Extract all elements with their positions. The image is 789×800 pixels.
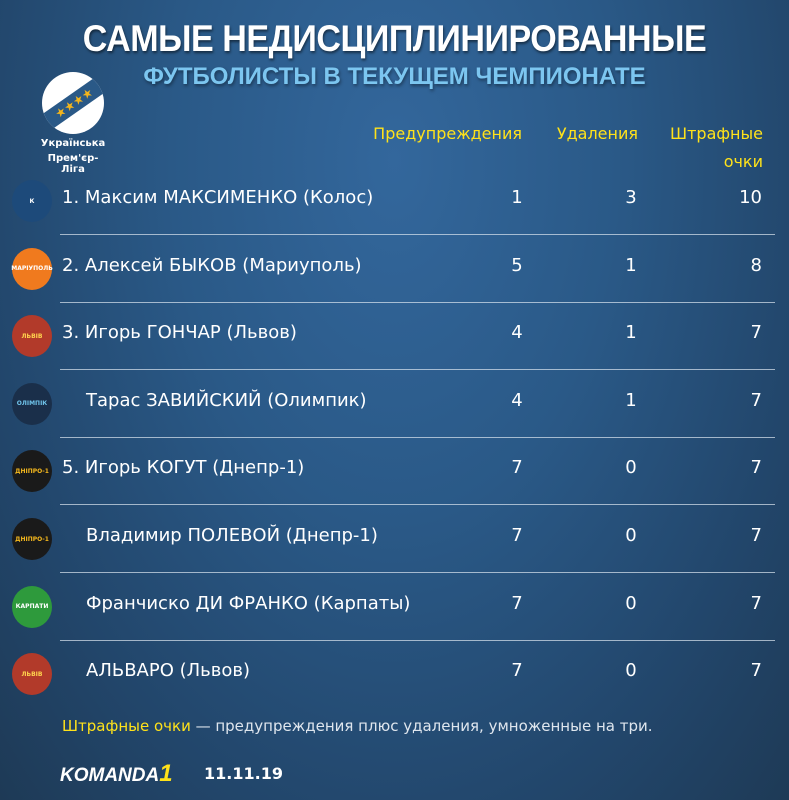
table-row: КАРПАТИ Франчиско ДИ ФРАНКО (Карпаты) 7 … <box>0 573 789 641</box>
penalty-points-value: 7 <box>750 525 762 546</box>
page-subtitle: ФУТБОЛИСТЫ В ТЕКУЩЕМ ЧЕМПИОНАТЕ <box>143 63 646 90</box>
penalty-points-value: 7 <box>750 389 762 411</box>
table-row: ДНІПРО-1 5. Игорь КОГУТ (Днепр-1) 7 0 7 <box>0 437 789 506</box>
penalty-points-value: 10 <box>739 187 762 208</box>
club-crest-icon: ОЛІМПІК <box>12 382 52 425</box>
table-row: ОЛІМПІК Тарас ЗАВИЙСКИЙ (Олимпик) 4 1 7 <box>0 370 789 438</box>
player-name: АЛЬВАРО (Львов) <box>86 660 251 682</box>
footnote-text: — предупреждения плюс удаления, умноженн… <box>190 717 653 735</box>
player-name: Тарас ЗАВИЙСКИЙ (Олимпик) <box>86 389 367 411</box>
red-cards-value: 0 <box>625 525 637 546</box>
header-red-cards: Удаления <box>556 124 638 143</box>
brand-number: 1 <box>159 760 173 787</box>
league-name-line1: Українська <box>40 138 106 149</box>
league-ball-stars-icon: ★★★★ <box>42 72 104 134</box>
red-cards-value: 0 <box>625 592 637 614</box>
red-cards-value: 1 <box>625 322 637 344</box>
row-divider <box>60 234 775 235</box>
header-penalty: Штрафные <box>669 124 763 143</box>
warnings-value: 7 <box>511 457 523 479</box>
player-name: 2. Алексей БЫКОВ (Мариуполь) <box>62 254 362 276</box>
penalty-points-value: 7 <box>750 322 762 344</box>
row-divider <box>60 639 775 641</box>
brand-name: KOMANDA <box>60 765 160 786</box>
footnote: Штрафные очки — предупреждения плюс удал… <box>62 717 653 735</box>
row-divider <box>60 301 775 303</box>
penalty-points-value: 7 <box>750 592 762 614</box>
table-row: ЛЬВІВ АЛЬВАРО (Львов) 7 0 7 <box>0 640 789 708</box>
red-cards-value: 1 <box>625 254 637 276</box>
date: 11.11.19 <box>204 764 283 783</box>
league-logo: ★★★★ Українська Прем'єр-Ліга <box>36 72 110 175</box>
warnings-value: 7 <box>511 592 523 614</box>
warnings-value: 4 <box>511 389 523 411</box>
club-crest-icon: ЛЬВІВ <box>12 653 52 696</box>
player-name: Владимир ПОЛЕВОЙ (Днепр-1) <box>86 525 378 546</box>
warnings-value: 7 <box>511 525 523 546</box>
player-name: 1. Максим МАКСИМЕНКО (Колос) <box>62 187 374 208</box>
warnings-value: 4 <box>511 322 523 344</box>
footnote-highlight: Штрафные очки <box>62 717 191 735</box>
warnings-value: 7 <box>511 660 523 682</box>
player-name: 3. Игорь ГОНЧАР (Львов) <box>62 322 297 344</box>
league-name-line2: Прем'єр-Ліга <box>47 153 99 175</box>
red-cards-value: 1 <box>625 389 637 411</box>
red-cards-value: 0 <box>625 660 637 682</box>
table-row: К 1. Максим МАКСИМЕНКО (Колос) 1 3 10 <box>0 167 789 235</box>
penalty-points-value: 7 <box>750 660 762 682</box>
red-cards-value: 0 <box>625 457 637 479</box>
club-crest-icon: КАРПАТИ <box>12 585 52 628</box>
warnings-value: 1 <box>511 187 523 208</box>
player-name: Франчиско ДИ ФРАНКО (Карпаты) <box>86 592 411 614</box>
club-crest-icon: ЛЬВІВ <box>12 315 52 358</box>
header-points: очки <box>723 152 763 171</box>
page-title: САМЫЕ НЕДИСЦИПЛИНИРОВАННЫЕ <box>82 18 707 59</box>
row-divider <box>60 504 775 506</box>
red-cards-value: 3 <box>625 187 637 208</box>
penalty-points-value: 8 <box>750 254 762 276</box>
player-name: 5. Игорь КОГУТ (Днепр-1) <box>62 457 305 479</box>
row-divider <box>60 572 775 573</box>
club-crest-icon: МАРІУПОЛЬ <box>11 247 53 290</box>
row-divider <box>60 369 775 371</box>
warnings-value: 5 <box>511 254 523 276</box>
penalty-points-value: 7 <box>750 457 762 479</box>
club-crest-icon: К <box>12 180 52 222</box>
header-warnings: Предупреждения <box>373 124 522 143</box>
table-row: ДНІПРО-1 Владимир ПОЛЕВОЙ (Днепр-1) 7 0 … <box>0 505 789 573</box>
brand-logo: KOMANDA1 <box>60 760 173 788</box>
table-row: МАРІУПОЛЬ 2. Алексей БЫКОВ (Мариуполь) 5… <box>0 235 789 303</box>
row-divider <box>60 436 775 438</box>
club-crest-icon: ДНІПРО-1 <box>12 450 52 493</box>
table-row: ЛЬВІВ 3. Игорь ГОНЧАР (Львов) 4 1 7 <box>0 302 789 371</box>
club-crest-icon: ДНІПРО-1 <box>12 518 52 560</box>
